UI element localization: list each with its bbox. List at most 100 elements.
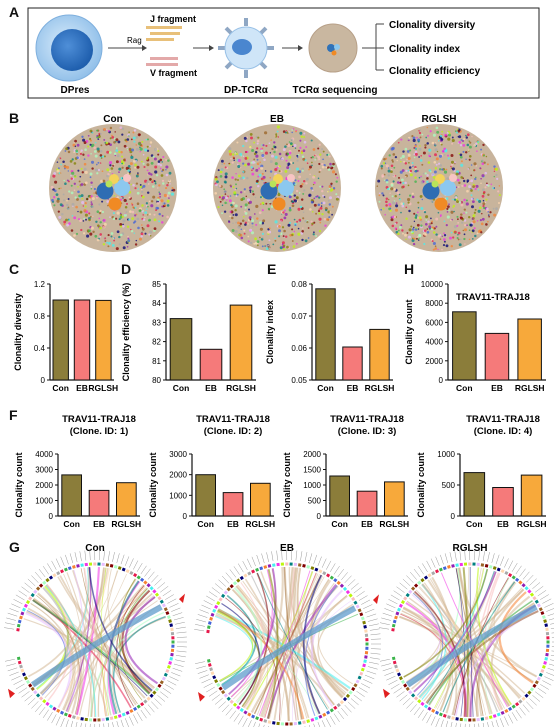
y-tick-label: 0 (439, 376, 444, 385)
repertoire-circle-rglsh (375, 124, 503, 252)
x-tick-label: Con (63, 519, 80, 529)
bar-con (463, 472, 486, 517)
chart-h-clonality-count: 0 2000 4000 6000 8000 10000 Clonality count TRA… (404, 280, 546, 393)
y-tick-label: 6000 (425, 318, 443, 327)
x-tick-label: EB (361, 519, 373, 529)
chord-title-rglsh: RGLSH (453, 543, 488, 554)
y-axis-label: Clonality efficiency (%) (121, 283, 131, 382)
circle-title-eb: EB (270, 114, 284, 125)
chart-title: (Clone. ID: 3) (338, 426, 397, 437)
chart-title: TRAV11-TRAJ18 (62, 414, 136, 425)
tcra-sequencing-label: TCRα sequencing (292, 85, 377, 96)
bar-rglsh (95, 299, 112, 381)
rag-label: Rag (127, 36, 142, 45)
bar-eb (88, 489, 110, 517)
dpres-cell-icon (35, 14, 103, 82)
bar-rglsh (369, 328, 390, 381)
x-tick-label: Con (173, 383, 190, 393)
x-tick-label: EB (347, 383, 359, 393)
x-tick-label: RGLSH (226, 383, 256, 393)
bar-rglsh (229, 304, 253, 381)
x-tick-label: Con (466, 519, 483, 529)
chord-title-con: Con (85, 543, 104, 554)
y-tick-label: 2000 (169, 471, 187, 480)
bar-con (169, 318, 193, 381)
outcome-index: Clonality index (389, 44, 461, 55)
tcr-repertoire-icon (308, 23, 358, 73)
j-fragment-label: J fragment (150, 14, 196, 24)
arrow-icon (108, 45, 147, 51)
x-tick-label: Con (52, 383, 69, 393)
chart-f2-clone-2: 0 1000 2000 3000 Clonality count TRAV11-TRAJ1… (148, 414, 275, 529)
x-tick-label: RGLSH (365, 383, 395, 393)
y-tick-label: 85 (152, 280, 161, 289)
marker-arrow-icon (8, 688, 15, 699)
y-tick-label: 0.4 (34, 344, 46, 353)
y-tick-label: 82 (152, 338, 161, 347)
bar-eb (484, 332, 510, 381)
y-tick-label: 1500 (303, 466, 321, 475)
bar-con (315, 288, 336, 381)
x-tick-label: Con (197, 519, 214, 529)
schematic-frame (27, 7, 540, 99)
y-tick-label: 1000 (437, 450, 455, 459)
y-axis-label: Clonality count (282, 452, 292, 517)
y-tick-label: 1.2 (34, 280, 46, 289)
chart-f1-clone-1: 0 1000 2000 3000 4000 Clonality count TRAV11-T… (14, 414, 141, 529)
y-tick-label: 83 (152, 318, 161, 327)
y-tick-label: 4000 (35, 450, 53, 459)
y-axis-label: Clonality diversity (13, 293, 23, 371)
x-tick-label: Con (317, 383, 334, 393)
bar-con (195, 474, 216, 517)
chart-title: TRAV11-TRAJ18 (196, 414, 270, 425)
bar-con (52, 299, 69, 381)
panel-label-d: D (121, 261, 132, 277)
bar-eb (356, 490, 378, 517)
bar-con (61, 474, 82, 517)
y-tick-label: 500 (442, 481, 456, 490)
repertoire-circle-con (49, 124, 177, 252)
y-axis-label: Clonality count (404, 299, 414, 364)
x-tick-label: RGLSH (379, 519, 409, 529)
y-axis-label: Clonality count (416, 452, 426, 517)
bar-eb (492, 487, 514, 517)
panel-label-g: G (9, 539, 20, 555)
x-tick-label: EB (497, 519, 509, 529)
repertoire-circles-panel-b: Con EB RGLSH (49, 114, 503, 252)
y-tick-label: 2000 (35, 481, 53, 490)
y-tick-label: 1000 (303, 481, 321, 490)
y-tick-label: 0.08 (291, 280, 307, 289)
bar-rglsh (384, 481, 405, 517)
panel-label-h: H (404, 261, 415, 277)
dp-tcra-label: DP-TCRα (224, 85, 269, 96)
y-tick-label: 0.07 (291, 312, 307, 321)
chart-e-clonality-index: 0.05 0.06 0.07 0.08 Clonality index Con EB RGLS… (265, 280, 395, 393)
y-axis-label: Clonality count (148, 452, 158, 517)
chord-diagram-con (4, 549, 187, 727)
panel-label-a: A (9, 4, 20, 20)
marker-arrow-icon (383, 688, 390, 699)
arrow-icon (193, 45, 214, 51)
x-tick-label: RGLSH (111, 519, 141, 529)
bar-eb (199, 348, 223, 381)
y-tick-label: 0 (41, 376, 46, 385)
x-tick-label: EB (205, 383, 217, 393)
y-tick-label: 4000 (425, 338, 443, 347)
bar-rglsh (517, 318, 542, 381)
chord-diagram-eb (194, 549, 381, 727)
y-tick-label: 1000 (35, 497, 53, 506)
chart-title: TRAV11-TRAJ18 (456, 292, 530, 303)
x-tick-label: EB (227, 519, 239, 529)
repertoire-circle-eb (213, 124, 341, 252)
panel-label-f: F (9, 407, 18, 423)
x-tick-label: RGLSH (245, 519, 275, 529)
dpres-label: DPres (61, 85, 90, 96)
y-tick-label: 80 (152, 376, 161, 385)
chord-diagram-rglsh (379, 549, 554, 727)
y-tick-label: 0.05 (291, 376, 307, 385)
chart-title: TRAV11-TRAJ18 (466, 414, 540, 425)
x-tick-label: Con (456, 383, 473, 393)
chord-title-eb: EB (280, 543, 294, 554)
y-tick-label: 3000 (35, 466, 53, 475)
x-tick-label: RGLSH (88, 383, 118, 393)
